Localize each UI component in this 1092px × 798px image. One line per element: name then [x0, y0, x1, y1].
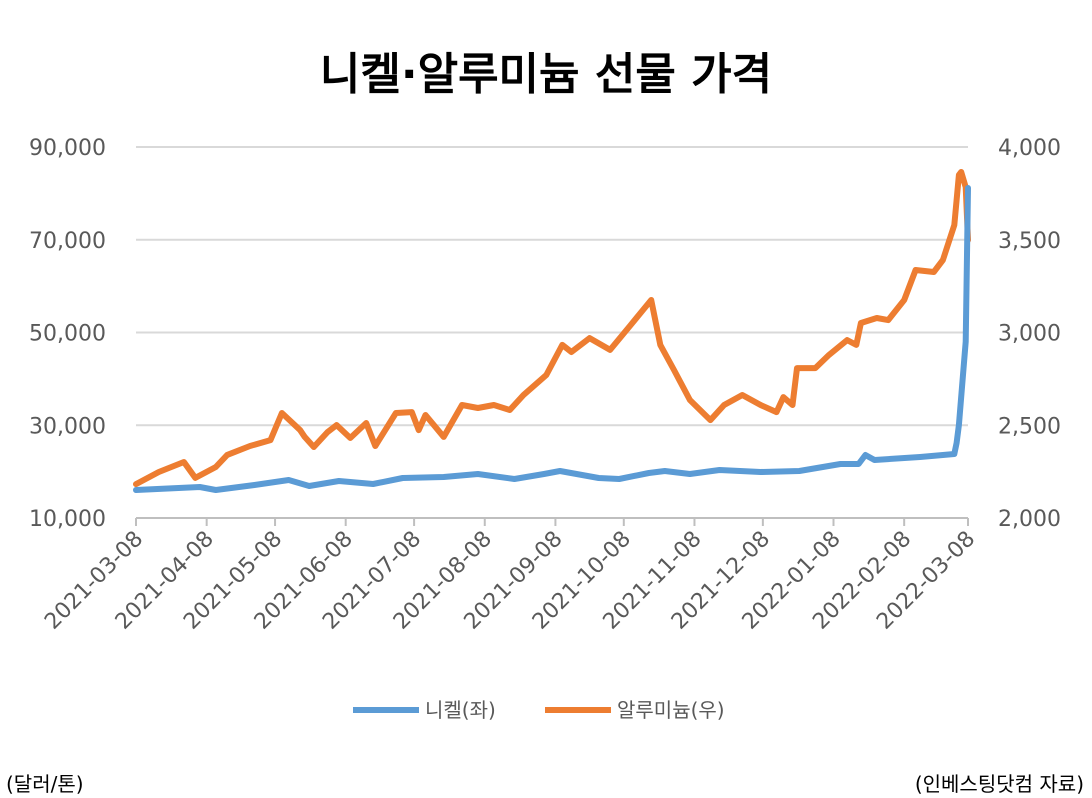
y-right-tick-label: 3,000 [998, 322, 1061, 347]
source-note: (인베스팅닷컴 자료) [914, 772, 1084, 796]
chart-title: 니켈·알루미늄 선물 가격 [319, 49, 773, 100]
series-line-aluminum [133, 169, 971, 488]
y-left-tick-label: 50,000 [29, 322, 106, 347]
y-left-tick-label: 30,000 [29, 414, 106, 439]
y-right-tick-label: 2,000 [998, 507, 1061, 532]
unit-note: (달러/톤) [6, 772, 84, 796]
y-left-tick-label: 70,000 [29, 229, 106, 254]
legend-label: 알루미늄(우) [617, 698, 725, 722]
y-left-tick-label: 90,000 [29, 136, 106, 161]
y-right-tick-label: 3,500 [998, 229, 1061, 254]
y-right-tick-label: 4,000 [998, 136, 1061, 161]
y-left-tick-label: 10,000 [29, 507, 106, 532]
legend-label: 니켈(좌) [425, 698, 496, 722]
y-right-tick-label: 2,500 [998, 414, 1061, 439]
series-line-nickel [133, 185, 971, 493]
